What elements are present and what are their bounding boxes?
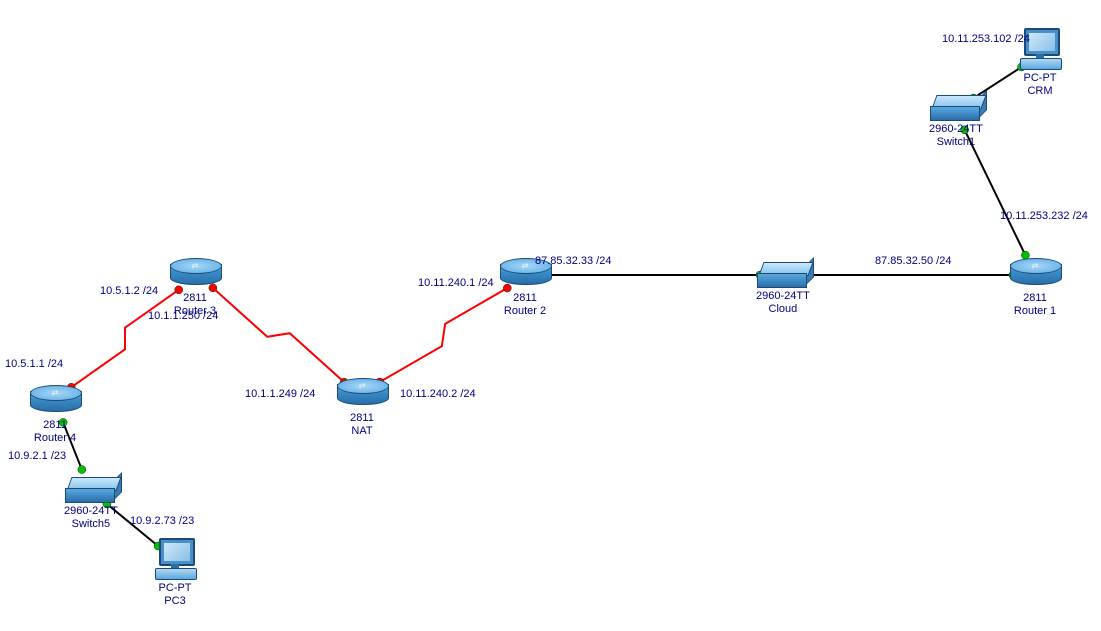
- device-switch5[interactable]: 2960-24TT Switch5: [64, 477, 118, 531]
- device-name: CRM: [1018, 85, 1062, 98]
- ip-label: 10.11.253.232 /24: [1000, 210, 1088, 222]
- device-switch1[interactable]: 2960-24TT Switch1: [929, 95, 983, 149]
- device-name: Router 1: [1010, 305, 1060, 318]
- ip-label: 10.11.240.2 /24: [400, 388, 476, 400]
- device-model: 2960-24TT: [756, 290, 810, 303]
- device-name: Router 2: [500, 305, 550, 318]
- switch-icon: [65, 477, 117, 503]
- device-name: Router 4: [30, 432, 80, 445]
- router-icon: ⇄: [1010, 258, 1060, 290]
- ip-label: 87.85.32.50 /24: [875, 255, 951, 267]
- ip-label: 10.1.1.250 /24: [148, 310, 218, 322]
- device-model: 2811: [1010, 292, 1060, 305]
- router-icon: ⇄: [30, 385, 80, 417]
- ip-label: 87.85.32.33 /24: [535, 255, 611, 267]
- device-router1[interactable]: ⇄ 2811 Router 1: [1010, 258, 1060, 318]
- device-router2[interactable]: ⇄ 2811 Router 2: [500, 258, 550, 318]
- pc-icon: [153, 538, 197, 580]
- device-name: Cloud: [756, 303, 810, 316]
- device-model: 2811: [337, 412, 387, 425]
- device-nat[interactable]: ⇄ 2811 NAT: [337, 378, 387, 438]
- device-name: NAT: [337, 425, 387, 438]
- ip-label: 10.11.253.102 /24: [942, 33, 1030, 45]
- device-model: 2811: [170, 292, 220, 305]
- ip-label: 10.5.1.2 /24: [100, 285, 158, 297]
- router-icon: ⇄: [170, 258, 220, 290]
- ip-label: 10.11.240.1 /24: [418, 277, 494, 289]
- switch-icon: [930, 95, 982, 121]
- device-model: PC-PT: [1018, 72, 1062, 85]
- device-router4[interactable]: ⇄ 2811 Router 4: [30, 385, 80, 445]
- switch-icon: [757, 262, 809, 288]
- device-model: PC-PT: [153, 582, 197, 595]
- device-model: 2811: [500, 292, 550, 305]
- ip-label: 10.9.2.73 /23: [130, 515, 194, 527]
- ip-label: 10.1.1.249 /24: [245, 388, 315, 400]
- router-icon: ⇄: [337, 378, 387, 410]
- device-model: 2960-24TT: [929, 123, 983, 136]
- ip-label: 10.9.2.1 /23: [8, 450, 66, 462]
- device-name: PC3: [153, 595, 197, 608]
- ip-label: 10.5.1.1 /24: [5, 358, 63, 370]
- device-name: Switch5: [64, 518, 118, 531]
- device-pc3[interactable]: PC-PT PC3: [153, 538, 197, 608]
- device-model: 2960-24TT: [64, 505, 118, 518]
- device-name: Switch1: [929, 136, 983, 149]
- device-model: 2811: [30, 419, 80, 432]
- device-cloud[interactable]: 2960-24TT Cloud: [756, 262, 810, 316]
- network-canvas: PC-PT CRM 2960-24TT Switch1 ⇄ 2811 Route…: [0, 0, 1101, 631]
